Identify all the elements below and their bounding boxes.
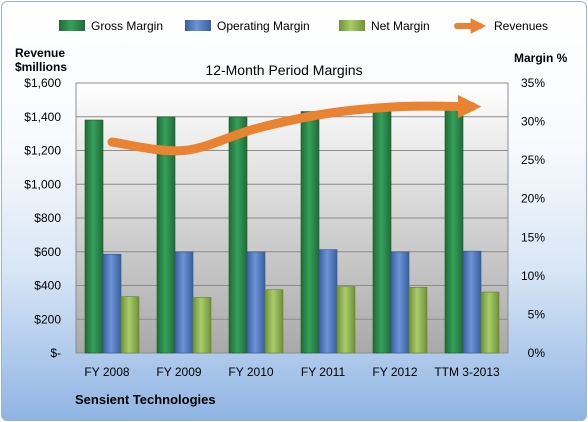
legend-item-net-margin: Net Margin — [339, 19, 430, 33]
category-label-fy-2009: FY 2009 — [156, 365, 201, 379]
right-tick-label: 0% — [528, 346, 546, 360]
bar-gross-margin-fy-2010 — [228, 116, 248, 354]
right-tick-label: 5% — [528, 307, 546, 321]
bar-net-margin-ttm-3-2013 — [480, 291, 500, 354]
right-tick-label: 25% — [521, 153, 545, 167]
category-label-ttm-3-2013: TTM 3-2013 — [434, 365, 500, 379]
company-name: Sensient Technologies — [75, 392, 216, 407]
legend-swatch-net-margin — [339, 20, 365, 31]
right-tick-label: 30% — [521, 115, 545, 129]
bar-operating-margin-fy-2012 — [390, 251, 410, 354]
bar-net-margin-fy-2012 — [408, 287, 428, 354]
revenue-point-ttm-3-2013 — [471, 105, 473, 108]
legend-swatch-operating-margin — [185, 20, 211, 31]
bar-gross-margin-ttm-3-2013 — [444, 106, 464, 354]
right-axis-label: Margin % — [514, 51, 568, 65]
left-tick-label: $1,400 — [24, 110, 61, 124]
right-tick-label: 20% — [521, 192, 545, 206]
left-tick-label: $1,000 — [24, 177, 61, 191]
chart-title: 12-Month Period Margins — [205, 62, 362, 78]
revenue-point-fy-2011 — [327, 112, 329, 115]
category-label-fy-2008: FY 2008 — [84, 365, 129, 379]
bar-gross-margin-fy-2012 — [372, 107, 392, 354]
bar-net-margin-fy-2011 — [336, 286, 356, 354]
revenue-point-fy-2012 — [399, 105, 401, 108]
left-tick-label: $1,200 — [24, 144, 61, 158]
revenue-point-fy-2010 — [255, 127, 257, 130]
bar-operating-margin-fy-2011 — [318, 249, 338, 354]
revenue-line-path — [107, 94, 482, 156]
revenue-point-fy-2009 — [183, 149, 185, 152]
left-tick-label: $200 — [34, 312, 61, 326]
bar-net-margin-fy-2008 — [120, 296, 140, 354]
bar-operating-margin-ttm-3-2013 — [462, 250, 482, 354]
revenue-point-fy-2008 — [111, 141, 113, 144]
bar-operating-margin-fy-2009 — [174, 251, 194, 354]
bar-gross-margin-fy-2008 — [84, 119, 104, 354]
legend-item-revenues: Revenues — [454, 18, 548, 34]
legend: Gross Margin Operating Margin Net Margin… — [59, 18, 548, 34]
revenue-line — [107, 94, 482, 156]
bar-gross-margin-fy-2011 — [300, 111, 320, 354]
category-labels: FY 2008 FY 2009 FY 2010 FY 2011 FY 2012 TTM 3… — [84, 365, 500, 379]
legend-label-operating-margin: Operating Margin — [217, 19, 310, 33]
legend-label-revenues: Revenues — [494, 19, 548, 33]
category-label-fy-2011: FY 2011 — [301, 365, 346, 379]
bar-series — [84, 106, 500, 354]
left-tick-label: $800 — [34, 211, 61, 225]
legend-label-gross-margin: Gross Margin — [91, 19, 163, 33]
left-tick-label: $400 — [34, 279, 61, 293]
bar-operating-margin-fy-2010 — [246, 251, 266, 354]
bar-operating-margin-fy-2008 — [102, 253, 122, 354]
legend-item-gross-margin: Gross Margin — [59, 19, 163, 33]
left-tick-label: $600 — [34, 245, 61, 259]
left-tick-label: $1,600 — [24, 76, 61, 90]
bar-net-margin-fy-2010 — [264, 289, 284, 354]
legend-swatch-gross-margin — [59, 20, 85, 31]
right-tick-label: 10% — [521, 269, 545, 283]
left-axis-label-line1: Revenue — [15, 46, 65, 60]
left-tick-label: $- — [50, 346, 61, 360]
left-axis-label-line2: $millions — [15, 60, 67, 74]
left-axis-ticks: $- $200 $400 $600 $800 $1,000 $1,200 $1,400 $1,6… — [24, 76, 61, 360]
category-label-fy-2010: FY 2010 — [228, 365, 273, 379]
right-tick-label: 15% — [521, 230, 545, 244]
right-tick-label: 35% — [521, 76, 545, 90]
right-axis-ticks: 0% 5% 10% 15% 20% 25% 30% 35% — [521, 76, 545, 360]
category-label-fy-2012: FY 2012 — [372, 365, 417, 379]
bar-gross-margin-fy-2009 — [156, 116, 176, 354]
legend-label-net-margin: Net Margin — [371, 19, 430, 33]
legend-item-operating-margin: Operating Margin — [185, 19, 310, 33]
bar-net-margin-fy-2009 — [192, 297, 212, 354]
gridlines — [75, 82, 509, 354]
